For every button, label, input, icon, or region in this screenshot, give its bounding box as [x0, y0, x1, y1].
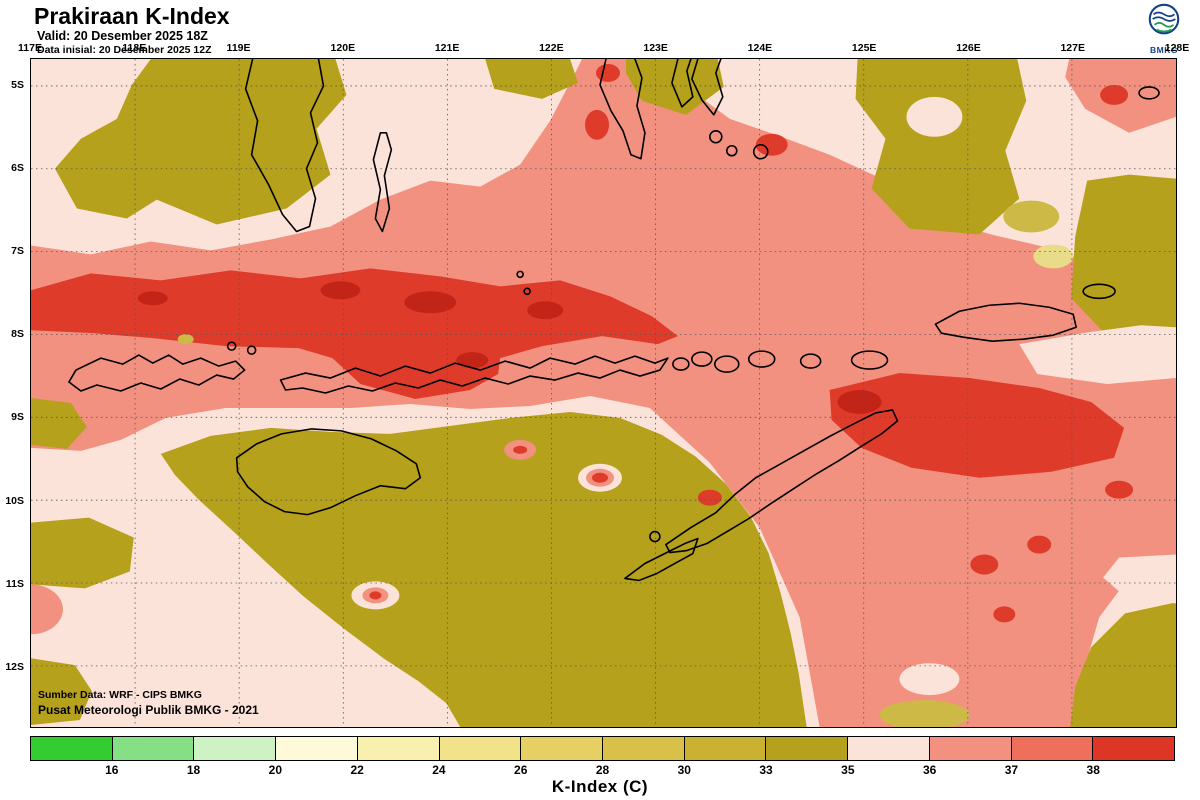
legend-tick: 26: [514, 763, 528, 777]
lon-label: 127E: [1060, 42, 1085, 54]
legend-segment: [521, 737, 604, 760]
legend-segment: [439, 737, 522, 760]
longitude-axis: 117E 118E 119E 120E 121E 122E 123E 124E 125E 126E…: [18, 42, 1189, 56]
legend-segment: [112, 737, 195, 760]
lon-label: 125E: [851, 42, 877, 54]
map-frame: Sumber Data: WRF - CIPS BMKG Pusat Meteo…: [30, 58, 1177, 728]
lon-label: 126E: [956, 42, 981, 54]
lat-label: 12S: [5, 660, 24, 673]
legend-segment: [276, 737, 358, 760]
contour-red-layer: [31, 63, 1134, 623]
lon-label: 120E: [330, 42, 356, 54]
colorbar-ticks: 16 18 20 22 24 26 28 30 33 35 36 37 38: [30, 763, 1175, 778]
coastlines: [68, 59, 1160, 582]
legend-tick: 28: [595, 763, 610, 777]
legend-segment: [684, 737, 767, 760]
legend-tick: 20: [268, 763, 283, 777]
bmkg-logo: BMKG: [1140, 2, 1188, 55]
lon-label: 123E: [643, 42, 668, 54]
legend-segment: [31, 737, 113, 760]
legend-segment: [357, 737, 440, 760]
legend-tick: 24: [432, 763, 446, 777]
bmkg-logo-icon: [1148, 3, 1180, 35]
legend-tick: 33: [759, 763, 773, 777]
page-title: Prakiraan K-Index: [34, 3, 230, 29]
legend-tick: 36: [922, 763, 937, 777]
legend-segment: [766, 737, 849, 760]
lat-label: 10S: [5, 494, 24, 507]
legend-segment: [848, 737, 930, 760]
lon-label: 119E: [226, 42, 251, 54]
legend-segment: [603, 737, 685, 760]
lat-label: 7S: [11, 245, 24, 258]
source-line-2: Pusat Meteorologi Publik BMKG - 2021: [38, 703, 259, 718]
legend-tick: 22: [350, 763, 364, 777]
latitude-axis: 5S 6S 7S 8S 9S 10S 11S 12S: [0, 58, 27, 728]
legend-tick: 38: [1086, 763, 1100, 777]
map-grid: [31, 59, 1176, 727]
colorbar-title: K-Index (C): [551, 777, 649, 796]
contour-gold-layer: [177, 200, 1060, 727]
source-line-1: Sumber Data: WRF - CIPS BMKG: [38, 688, 202, 701]
lon-label: 128E: [1164, 42, 1190, 54]
lon-label: 121E: [434, 42, 460, 54]
legend-segment: [1011, 737, 1094, 760]
lat-label: 9S: [11, 411, 24, 424]
lon-label: 124E: [747, 42, 773, 54]
colorbar: [30, 736, 1175, 761]
contour-olive-layer: [31, 59, 1176, 727]
init-time-label: Data inisial: 20 Desember 2025 12Z: [37, 44, 212, 56]
lat-label: 8S: [11, 328, 24, 341]
lat-label: 11S: [5, 577, 24, 590]
contour-deepred-layer: [137, 281, 882, 414]
contour-paleyellow-layer: [1033, 244, 1074, 269]
lat-label: 6S: [11, 162, 24, 175]
legend-tick: 18: [186, 763, 201, 777]
bmkg-logo-label: BMKG: [1150, 45, 1178, 55]
map-canvas: [31, 59, 1176, 727]
lon-label: 117E: [18, 42, 42, 54]
lon-label: 118E: [122, 42, 147, 54]
legend-tick: 37: [1004, 763, 1019, 777]
legend-segment: [929, 737, 1012, 760]
legend-segment: [194, 737, 277, 760]
legend-tick: 30: [677, 763, 691, 777]
legend-tick: 16: [105, 763, 119, 777]
contour-spot-red: [369, 445, 722, 600]
lat-label: 5S: [11, 79, 24, 91]
data-source: Sumber Data: WRF - CIPS BMKG Pusat Meteo…: [38, 688, 259, 719]
valid-time-label: Valid: 20 Desember 2025 18Z: [37, 29, 208, 43]
legend-tick: 35: [841, 763, 855, 777]
lon-label: 122E: [539, 42, 564, 54]
legend-segment: [1093, 737, 1175, 760]
